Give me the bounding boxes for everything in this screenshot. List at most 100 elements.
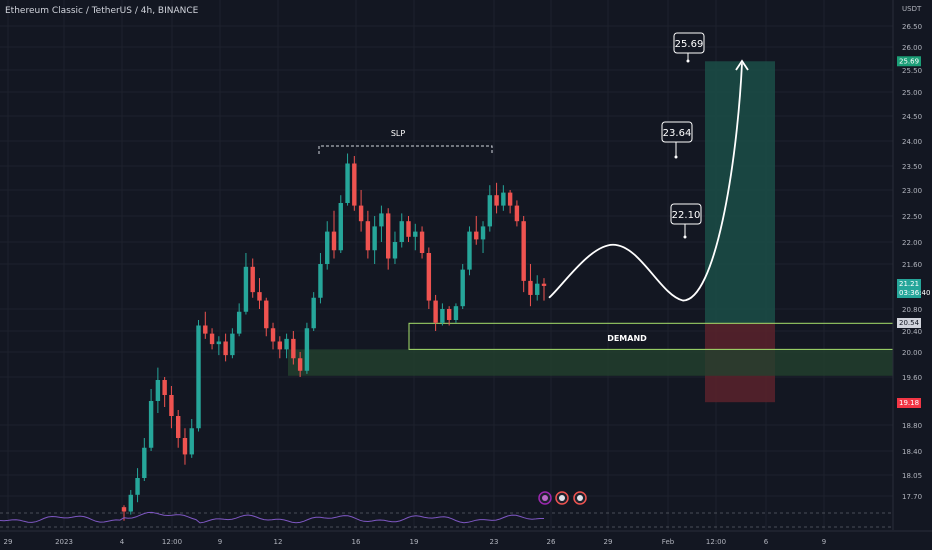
- price-tick-label: 21.60: [902, 261, 922, 269]
- price-tick-label: 18.05: [902, 472, 922, 480]
- demand-zone: [288, 349, 893, 376]
- candle-body: [155, 380, 161, 401]
- candle-body: [135, 478, 140, 495]
- time-tick-label: 29: [604, 538, 613, 546]
- candle-body: [365, 221, 371, 251]
- time-tick-label: 12: [274, 538, 283, 546]
- us-flag-icon: [555, 491, 569, 505]
- price-tick-label: 17.70: [902, 493, 922, 501]
- target-callout-box: [661, 121, 693, 143]
- price-tag-target: 25.69: [899, 57, 919, 65]
- price-tag-target-bg: [897, 56, 921, 67]
- candle-body: [203, 325, 208, 334]
- event-icon-core: [577, 495, 583, 501]
- candle-body: [487, 195, 493, 227]
- candle-body: [352, 163, 357, 206]
- symbol-interval: 4h: [140, 6, 153, 16]
- indicator-line: [0, 511, 544, 524]
- time-tick-label: 12:00: [706, 538, 726, 546]
- candle-body: [325, 231, 330, 264]
- event-icon-core: [559, 495, 565, 501]
- price-tick-label: 22.50: [902, 213, 922, 221]
- candle-body: [264, 300, 269, 329]
- price-tag-current-bg: [897, 279, 921, 298]
- price-tick-label: 18.80: [902, 422, 922, 430]
- time-tick-label: 26: [547, 538, 556, 546]
- symbol-name: Ethereum Classic / TetherUS: [5, 6, 132, 16]
- price-tick-label: 24.50: [902, 113, 922, 121]
- candle-body: [419, 231, 425, 253]
- target-callout-label: 25.69: [675, 39, 704, 50]
- time-tick-label: 9: [218, 538, 222, 546]
- candle-body: [528, 280, 533, 295]
- candle-body: [345, 163, 350, 203]
- candle-body: [243, 266, 249, 312]
- candle-body: [318, 264, 323, 298]
- candle-body: [440, 309, 445, 323]
- demand-box: [408, 322, 894, 350]
- flash-icon: [538, 491, 552, 505]
- candle-body: [230, 333, 235, 356]
- projection-arrowhead: [735, 59, 749, 71]
- price-tick-label: 20.00: [902, 349, 922, 357]
- candle-body: [209, 333, 215, 345]
- target-callout-label: 22.10: [672, 210, 701, 221]
- price-tick-label: 23.00: [902, 187, 922, 195]
- time-tick-label: 4: [120, 538, 125, 546]
- candle-body: [521, 221, 526, 281]
- price-tick-label: 20.40: [902, 328, 922, 336]
- price-tick-label: 25.00: [902, 89, 922, 97]
- candle-body: [277, 341, 283, 350]
- candle-body: [175, 416, 181, 438]
- candle-body: [413, 231, 418, 237]
- candle-body: [182, 438, 188, 455]
- candle-body: [338, 203, 343, 251]
- candle-body: [291, 338, 296, 359]
- time-tick-label: 19: [410, 538, 419, 546]
- candle-body: [385, 213, 391, 259]
- time-tick-label: Feb: [662, 538, 675, 546]
- candle-body: [501, 192, 506, 206]
- candle-body: [494, 195, 499, 206]
- candle-body: [223, 341, 228, 356]
- candle-body: [148, 401, 154, 448]
- candle-body: [426, 253, 432, 301]
- price-tag-current: 03:36:40: [899, 289, 930, 297]
- projection-curve: [548, 63, 743, 302]
- target-callout-box: [673, 32, 705, 54]
- candle-body: [257, 292, 262, 301]
- candle-body: [467, 231, 472, 270]
- candle-body: [433, 300, 438, 323]
- target-callout-dot: [674, 155, 678, 159]
- slp-line: [318, 145, 493, 154]
- price-tick-label: 23.50: [902, 163, 922, 171]
- symbol-header: Ethereum Classic / TetherUS / 4h, BINANC…: [5, 6, 198, 16]
- price-tick-label: 26.00: [902, 44, 922, 52]
- candle-body: [196, 325, 201, 429]
- time-tick-label: 16: [352, 538, 361, 546]
- price-tick-label: 20.80: [902, 306, 922, 314]
- price-axis-bg: [893, 0, 932, 550]
- candle-body: [142, 447, 147, 478]
- candle-body: [514, 205, 520, 222]
- time-tick-label: 6: [764, 538, 769, 546]
- candle-body: [453, 306, 459, 320]
- candle-body: [406, 221, 411, 237]
- candle-body: [331, 231, 337, 251]
- demand-label: DEMAND: [607, 334, 647, 343]
- candle-body: [535, 283, 540, 295]
- time-tick-label: 23: [490, 538, 499, 546]
- candle-body: [311, 297, 316, 329]
- candle-body: [284, 338, 289, 350]
- candle-body: [121, 507, 127, 512]
- candle-body: [297, 358, 303, 371]
- separator: /: [131, 6, 141, 16]
- price-tick-label: 26.50: [902, 23, 922, 31]
- candle-body: [128, 494, 133, 512]
- event-icon-core: [542, 495, 548, 501]
- candle-body: [162, 380, 167, 395]
- candle-body: [507, 192, 513, 206]
- candle-body: [304, 328, 310, 371]
